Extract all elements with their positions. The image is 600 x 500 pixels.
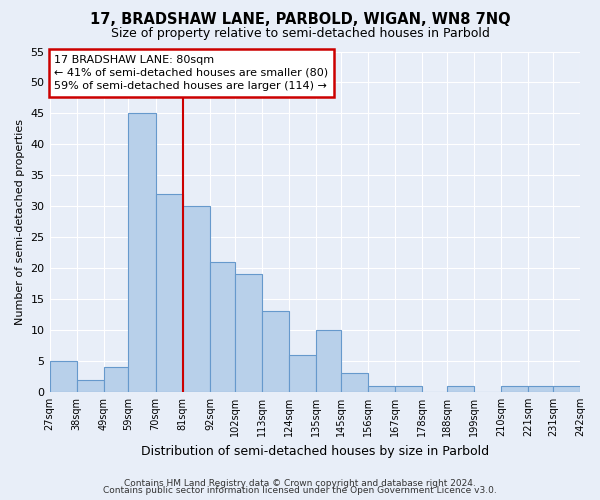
- Bar: [368, 386, 395, 392]
- Bar: [553, 386, 580, 392]
- Bar: [289, 355, 316, 392]
- Bar: [50, 361, 77, 392]
- Bar: [395, 386, 422, 392]
- Bar: [447, 386, 474, 392]
- Bar: [341, 374, 368, 392]
- Bar: [128, 114, 155, 392]
- Bar: [501, 386, 528, 392]
- Bar: [235, 274, 262, 392]
- Text: Size of property relative to semi-detached houses in Parbold: Size of property relative to semi-detach…: [110, 28, 490, 40]
- Text: Contains HM Land Registry data © Crown copyright and database right 2024.: Contains HM Land Registry data © Crown c…: [124, 478, 476, 488]
- Text: Contains public sector information licensed under the Open Government Licence v3: Contains public sector information licen…: [103, 486, 497, 495]
- Bar: [210, 262, 235, 392]
- Bar: [77, 380, 104, 392]
- Bar: [155, 194, 183, 392]
- Y-axis label: Number of semi-detached properties: Number of semi-detached properties: [15, 118, 25, 324]
- Bar: [183, 206, 210, 392]
- Text: 17 BRADSHAW LANE: 80sqm
← 41% of semi-detached houses are smaller (80)
59% of se: 17 BRADSHAW LANE: 80sqm ← 41% of semi-de…: [55, 54, 329, 91]
- Bar: [528, 386, 553, 392]
- Bar: [262, 312, 289, 392]
- Text: 17, BRADSHAW LANE, PARBOLD, WIGAN, WN8 7NQ: 17, BRADSHAW LANE, PARBOLD, WIGAN, WN8 7…: [89, 12, 511, 28]
- X-axis label: Distribution of semi-detached houses by size in Parbold: Distribution of semi-detached houses by …: [141, 444, 489, 458]
- Bar: [104, 367, 128, 392]
- Bar: [316, 330, 341, 392]
